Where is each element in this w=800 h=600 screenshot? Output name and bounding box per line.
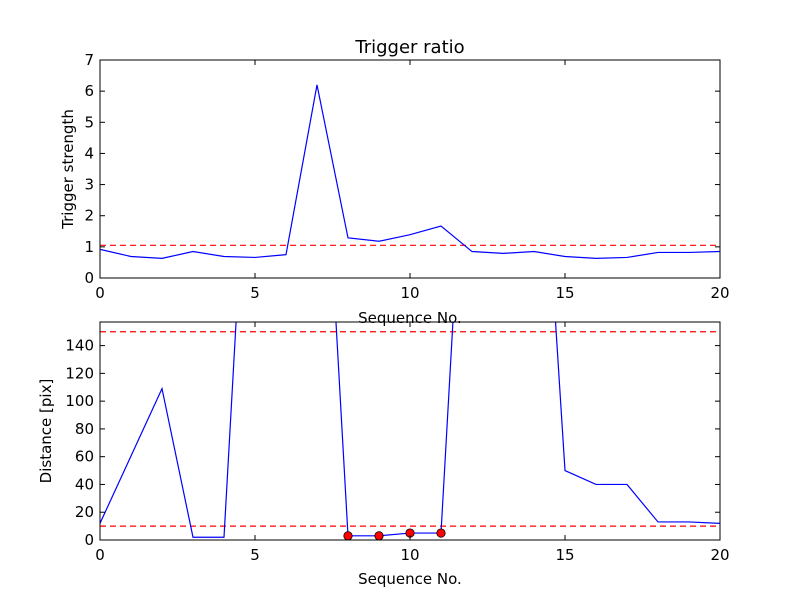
x-tick-label: 0 — [95, 284, 105, 302]
data-point-marker — [374, 531, 384, 540]
data-point-marker — [436, 528, 446, 538]
x-tick-label: 10 — [400, 546, 419, 564]
series-line — [100, 322, 720, 538]
chart-title: Trigger ratio — [354, 37, 464, 58]
x-tick-label: 20 — [710, 546, 729, 564]
y-tick-label: 2 — [84, 207, 94, 225]
y-tick-label: 100 — [65, 392, 94, 410]
x-tick-label: 10 — [400, 284, 419, 302]
y-tick-label: 0 — [84, 269, 94, 287]
data-point-marker — [343, 531, 353, 540]
axis-ticks: 0 5 10 15 20 0 1 2 3 4 5 6 7 — [84, 51, 729, 302]
x-tick-label: 5 — [250, 284, 260, 302]
axis-ticks: 0 5 10 15 20 0 20 40 60 80 100 120 140 — [65, 322, 730, 564]
y-tick-label: 120 — [65, 364, 94, 382]
y-axis-label: Distance [pix] — [37, 379, 55, 484]
y-tick-label: 1 — [84, 238, 94, 256]
y-tick-label: 5 — [84, 113, 94, 131]
y-tick-label: 140 — [65, 337, 94, 355]
y-tick-label: 4 — [84, 144, 94, 162]
y-tick-label: 0 — [84, 531, 94, 549]
series-line — [100, 84, 720, 259]
x-tick-label: 0 — [95, 546, 105, 564]
y-tick-label: 40 — [75, 475, 94, 493]
x-tick-label: 15 — [555, 284, 574, 302]
y-tick-label: 60 — [75, 448, 94, 466]
x-tick-label: 20 — [710, 284, 729, 302]
x-axis-label: Sequence No. — [358, 570, 462, 588]
y-tick-label: 3 — [84, 176, 94, 194]
y-tick-label: 6 — [84, 82, 94, 100]
plot-area — [100, 84, 720, 259]
y-tick-label: 20 — [75, 503, 94, 521]
plot-area — [100, 322, 720, 540]
y-axis-label: Trigger strength — [59, 109, 77, 230]
x-tick-label: 15 — [555, 546, 574, 564]
y-tick-label: 7 — [84, 51, 94, 69]
y-tick-label: 80 — [75, 420, 94, 438]
x-tick-label: 5 — [250, 546, 260, 564]
